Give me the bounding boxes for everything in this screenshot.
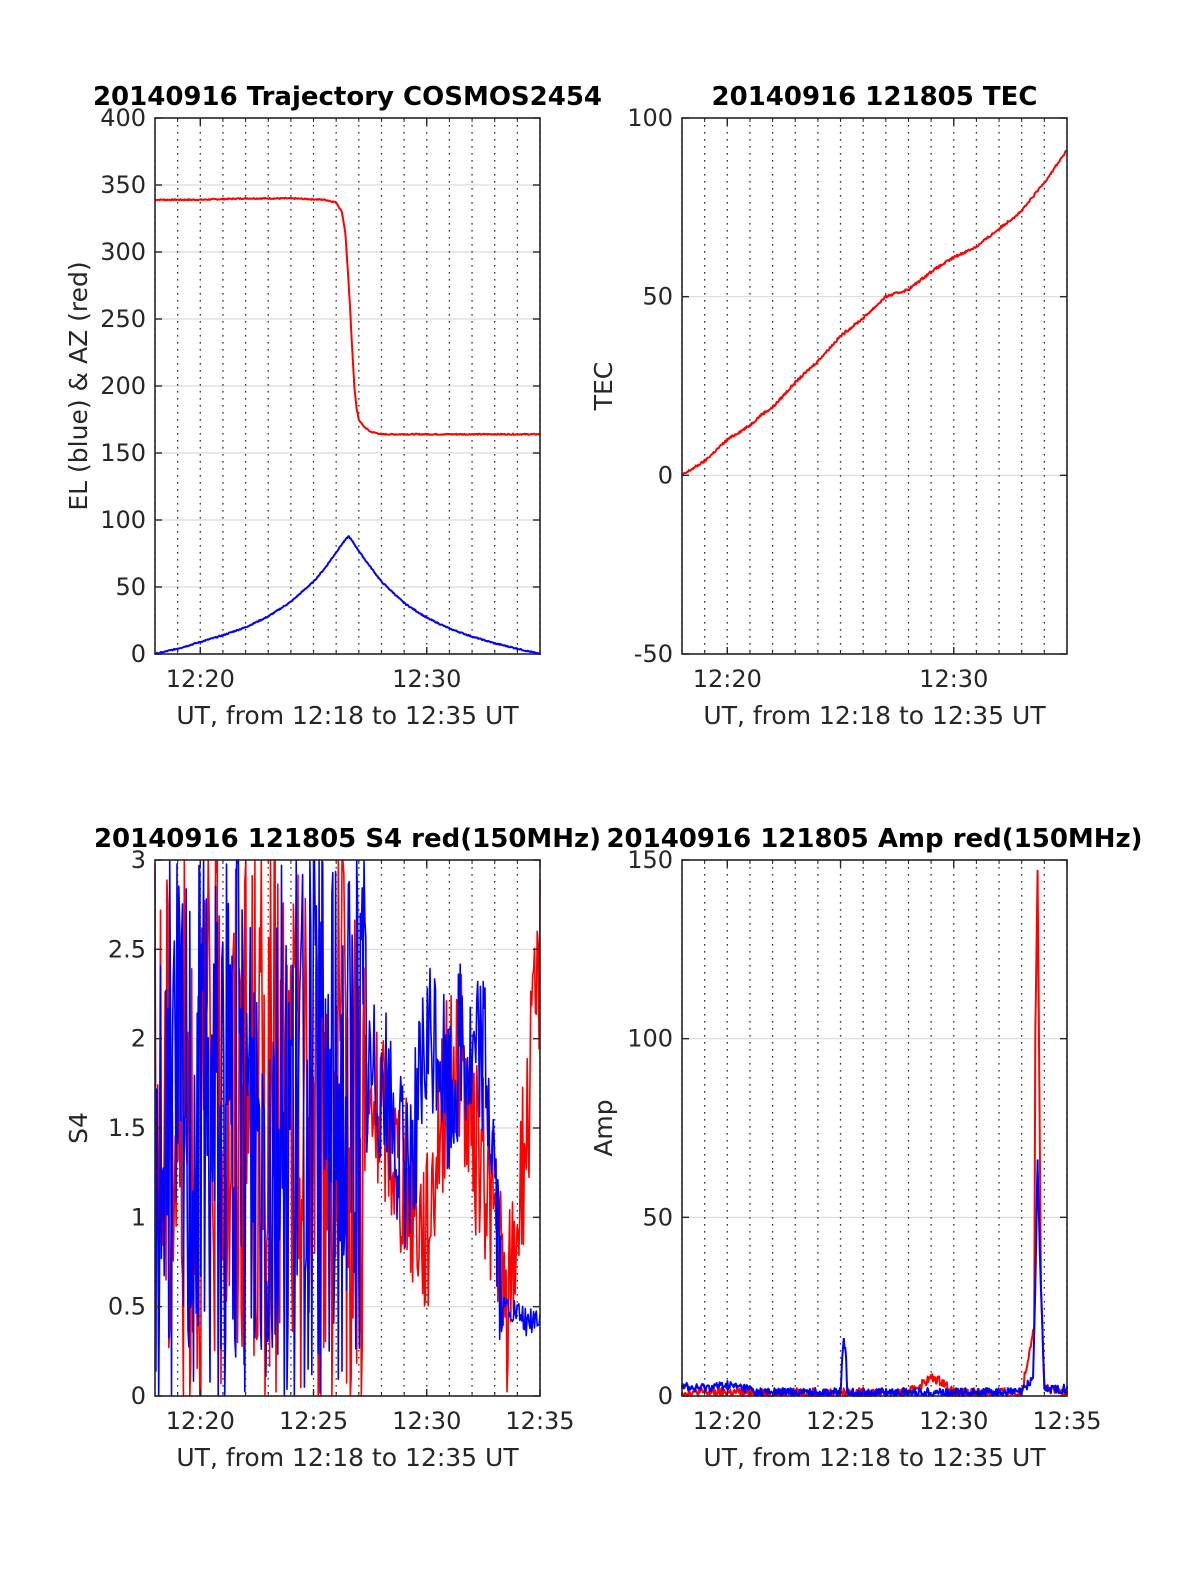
series-line-s4-blue: [154, 859, 541, 1397]
y-tick-label: 250: [100, 305, 146, 333]
x-tick-label: 12:20: [693, 1407, 762, 1435]
x-axis-label: UT, from 12:18 to 12:35 UT: [176, 1443, 519, 1472]
y-tick-label: -50: [634, 640, 673, 668]
y-tick-label: 50: [115, 573, 146, 601]
plot-axes-box: [681, 117, 1068, 655]
title-trajectory: 20140916 Trajectory COSMOS2454: [93, 82, 602, 112]
x-axis-label: UT, from 12:18 to 12:35 UT: [703, 1443, 1046, 1472]
x-tick-label: 12:30: [919, 665, 988, 693]
y-tick-label: 3: [131, 846, 146, 874]
y-tick-label: 100: [100, 506, 146, 534]
x-tick-label: 12:30: [392, 665, 461, 693]
series-line-el-blue: [154, 535, 541, 656]
y-tick-label: 0: [658, 1382, 673, 1410]
y-tick-label: 0: [658, 461, 673, 489]
x-axis-label: UT, from 12:18 to 12:35 UT: [703, 701, 1046, 730]
plot-axes-box: [681, 859, 1068, 1397]
y-axis-label: S4: [64, 1112, 93, 1144]
y-tick-label: 2: [131, 1025, 146, 1053]
y-tick-label: 300: [100, 238, 146, 266]
y-axis-label: Amp: [589, 1099, 618, 1156]
chart-panel-1: 0 50 100 150 200 250 300 350 400 12:20 12:30 201409…: [64, 82, 602, 730]
y-axis-label: TEC: [589, 362, 618, 412]
x-tick-label: 12:20: [693, 665, 762, 693]
y-tick-label: 200: [100, 372, 146, 400]
x-tick-label: 12:35: [1032, 1407, 1101, 1435]
x-tick-label: 12:25: [279, 1407, 348, 1435]
x-tick-label: 12:20: [166, 665, 235, 693]
y-tick-label: 100: [627, 1025, 673, 1053]
title-amp: 20140916 121805 Amp red(150MHz): [606, 824, 1142, 854]
x-tick-label: 12:35: [505, 1407, 574, 1435]
y-axis-label: EL (blue) & AZ (red): [64, 261, 93, 510]
x-tick-label: 12:25: [806, 1407, 875, 1435]
y-tick-label: 1: [131, 1203, 146, 1231]
y-tick-label: 150: [100, 439, 146, 467]
series-line-amp-red: [681, 869, 1068, 1397]
y-tick-label: 2.5: [108, 935, 146, 963]
y-tick-label: 100: [627, 104, 673, 132]
y-tick-label: 150: [627, 846, 673, 874]
y-tick-label: 1.5: [108, 1114, 146, 1142]
title-tec: 20140916 121805 TEC: [712, 82, 1038, 112]
y-tick-label: 350: [100, 171, 146, 199]
chart-panel-3: 0 0.5 1 1.5 2 2.5 3 12:20 12:25 12:30 12:35 2014091…: [64, 824, 601, 1472]
y-tick-label: 0.5: [108, 1293, 146, 1321]
y-tick-label: 0: [131, 640, 146, 668]
y-tick-label: 50: [642, 1203, 673, 1231]
x-tick-label: 12:30: [392, 1407, 461, 1435]
series-line-amp-blue: [681, 1159, 1068, 1397]
chart-panel-4: 0 50 100 150 12:20 12:25 12:30 12:35 20140916 12…: [589, 824, 1143, 1472]
y-tick-label: 0: [131, 1382, 146, 1410]
title-s4: 20140916 121805 S4 red(150MHz): [94, 824, 601, 854]
series-line-az-red: [154, 196, 541, 436]
x-tick-label: 12:30: [919, 1407, 988, 1435]
y-tick-label: 50: [642, 283, 673, 311]
chart-panel-2: -50 0 50 100 12:20 12:30 20140916 121805 TEC UT…: [589, 82, 1068, 730]
y-tick-label: 400: [100, 104, 146, 132]
x-axis-label: UT, from 12:18 to 12:35 UT: [176, 701, 519, 730]
x-tick-label: 12:20: [166, 1407, 235, 1435]
series-line-tec: [681, 149, 1068, 477]
